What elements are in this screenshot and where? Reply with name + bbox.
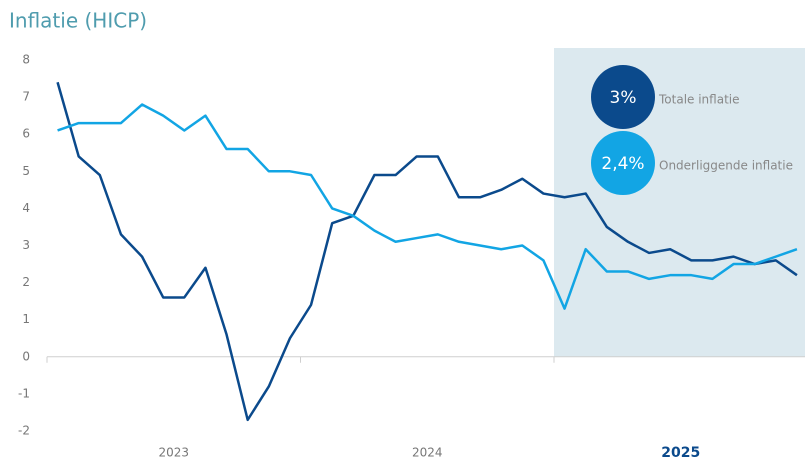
x-tick-label: 2024 (412, 446, 443, 460)
y-tick-label: 1 (22, 312, 30, 326)
legend-label: Onderliggende inflatie (659, 159, 793, 173)
y-tick-label: 7 (22, 90, 30, 104)
chart-title: Inflatie (HICP) (9, 9, 147, 33)
y-tick-label: -1 (18, 386, 30, 400)
legend-bubble (591, 131, 655, 195)
series-line (57, 103, 798, 310)
legend-value: 3% (610, 88, 637, 108)
x-tick-label: 2025 (661, 445, 700, 461)
y-tick-label: 6 (22, 127, 30, 141)
y-tick-label: -2 (18, 424, 30, 438)
y-tick-label: 0 (22, 349, 30, 363)
legend-bubble (591, 65, 655, 129)
legend-label: Totale inflatie (658, 93, 740, 107)
y-tick-label: 3 (22, 238, 30, 252)
x-tick-label: 2023 (158, 446, 189, 460)
legend-value: 2,4% (601, 154, 644, 174)
y-tick-label: 5 (22, 164, 30, 178)
y-tick-label: 8 (22, 53, 30, 67)
y-tick-label: 2 (22, 275, 30, 289)
y-tick-label: 4 (22, 201, 30, 215)
series-line (56, 81, 798, 422)
